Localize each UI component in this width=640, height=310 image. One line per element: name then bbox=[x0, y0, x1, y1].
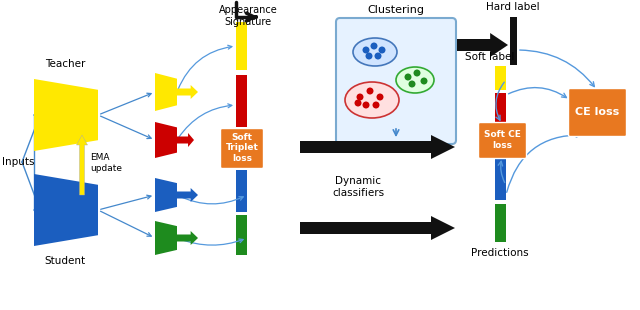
Text: Student: Student bbox=[44, 256, 86, 266]
Polygon shape bbox=[155, 221, 177, 255]
Circle shape bbox=[408, 81, 415, 87]
FancyArrow shape bbox=[177, 133, 194, 147]
Circle shape bbox=[355, 100, 362, 107]
Text: Teacher: Teacher bbox=[45, 59, 85, 69]
Circle shape bbox=[356, 94, 364, 100]
FancyBboxPatch shape bbox=[336, 18, 456, 144]
Text: Clustering: Clustering bbox=[367, 5, 424, 15]
Polygon shape bbox=[34, 79, 98, 151]
Polygon shape bbox=[34, 174, 98, 246]
Text: Appearance
Signature: Appearance Signature bbox=[219, 5, 277, 27]
Circle shape bbox=[376, 94, 383, 100]
Circle shape bbox=[367, 87, 374, 95]
Polygon shape bbox=[155, 122, 177, 158]
Ellipse shape bbox=[353, 38, 397, 66]
Bar bbox=[495, 66, 506, 90]
Bar bbox=[236, 22, 247, 70]
FancyArrow shape bbox=[77, 135, 88, 195]
FancyArrow shape bbox=[300, 216, 455, 240]
Ellipse shape bbox=[345, 82, 399, 118]
Text: Soft
Triplet
loss: Soft Triplet loss bbox=[225, 133, 259, 163]
Circle shape bbox=[378, 46, 385, 54]
Bar bbox=[495, 204, 506, 242]
FancyArrow shape bbox=[457, 33, 508, 57]
Circle shape bbox=[374, 52, 381, 60]
Circle shape bbox=[404, 73, 412, 81]
Bar bbox=[495, 158, 506, 200]
Bar bbox=[236, 75, 247, 127]
Circle shape bbox=[413, 69, 420, 77]
Text: Soft CE
loss: Soft CE loss bbox=[484, 130, 520, 150]
Bar bbox=[236, 215, 247, 255]
Text: Predictions: Predictions bbox=[471, 248, 529, 258]
Circle shape bbox=[420, 78, 428, 85]
Polygon shape bbox=[155, 178, 177, 212]
Circle shape bbox=[371, 42, 378, 50]
Polygon shape bbox=[155, 73, 177, 111]
Text: Dynamic
classifiers: Dynamic classifiers bbox=[332, 176, 384, 198]
Circle shape bbox=[372, 101, 380, 108]
Circle shape bbox=[362, 46, 369, 54]
Text: Hard label: Hard label bbox=[486, 2, 540, 12]
FancyBboxPatch shape bbox=[568, 88, 627, 136]
Text: Inputs: Inputs bbox=[2, 157, 35, 167]
FancyBboxPatch shape bbox=[479, 122, 527, 158]
Bar bbox=[495, 93, 506, 122]
Bar bbox=[510, 17, 517, 65]
Text: Soft label: Soft label bbox=[465, 52, 515, 62]
FancyArrow shape bbox=[300, 135, 455, 159]
FancyBboxPatch shape bbox=[221, 129, 264, 169]
Bar bbox=[236, 170, 247, 212]
Circle shape bbox=[362, 101, 369, 108]
Text: EMA
update: EMA update bbox=[90, 153, 122, 173]
Text: CE loss: CE loss bbox=[575, 107, 619, 117]
Circle shape bbox=[365, 52, 372, 60]
FancyArrow shape bbox=[177, 85, 198, 99]
FancyArrow shape bbox=[177, 188, 198, 202]
Ellipse shape bbox=[396, 67, 434, 93]
FancyArrow shape bbox=[177, 231, 198, 245]
